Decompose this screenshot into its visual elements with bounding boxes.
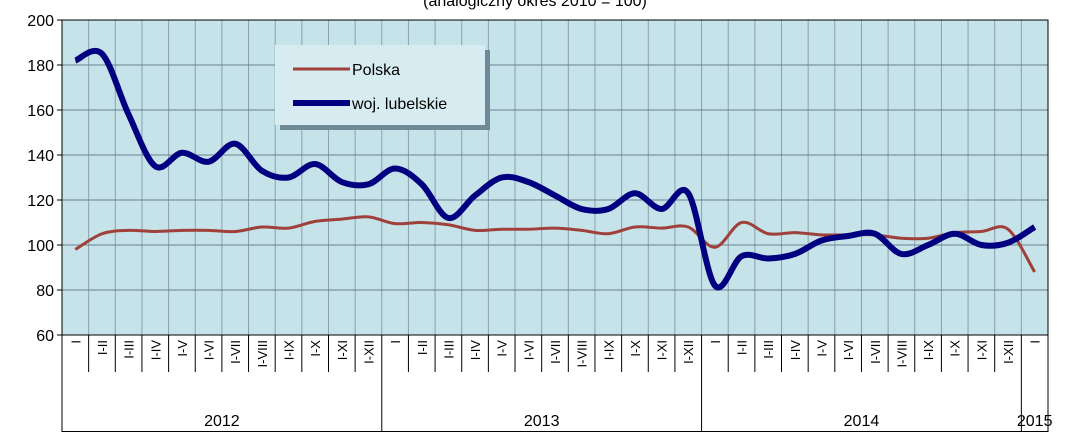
year-label: 2012 — [204, 413, 240, 430]
x-tick-label: I-IV — [788, 340, 803, 361]
x-tick-label: I-XI — [335, 340, 350, 360]
x-tick-label: I-V — [814, 340, 829, 357]
x-tick-label: I-IX — [921, 340, 936, 361]
year-label: 2013 — [524, 413, 560, 430]
x-tick-label: I — [388, 340, 403, 344]
x-tick-label: I-V — [495, 340, 510, 357]
x-tick-label: I-III — [761, 340, 776, 359]
x-tick-label: I-X — [308, 340, 323, 357]
x-tick-label: I-XI — [974, 340, 989, 360]
y-tick-label: 60 — [36, 328, 54, 345]
x-tick-label: I-VII — [868, 340, 883, 364]
x-tick-label: I-X — [948, 340, 963, 357]
x-tick-label: I-VIII — [255, 340, 270, 367]
x-tick-label: I-II — [415, 340, 430, 355]
x-tick-label: I-IX — [282, 340, 297, 361]
legend — [275, 45, 485, 125]
y-tick-label: 100 — [27, 238, 54, 255]
y-tick-label: 120 — [27, 193, 54, 210]
y-tick-label: 200 — [27, 13, 54, 30]
y-tick-label: 180 — [27, 58, 54, 75]
x-tick-label: I-V — [175, 340, 190, 357]
x-tick-label: I-III — [122, 340, 137, 359]
x-tick-label: I — [68, 340, 83, 344]
plot-area — [61, 19, 1049, 336]
x-tick-label: I-X — [628, 340, 643, 357]
x-tick-label: I-II — [95, 340, 110, 355]
x-tick-label: I-VI — [841, 340, 856, 360]
x-tick-label: I-XII — [681, 340, 696, 364]
x-tick-label: I-IV — [148, 340, 163, 361]
year-label: 2015 — [1017, 413, 1053, 430]
x-tick-label: I-XII — [361, 340, 376, 364]
legend-label: woj. lubelskie — [351, 96, 447, 113]
x-tick-label: I — [1028, 340, 1043, 344]
y-tick-label: 80 — [36, 283, 54, 300]
series-line — [74, 47, 1037, 291]
x-tick-label: I-IV — [468, 340, 483, 361]
x-tick-label: I-IX — [601, 340, 616, 361]
x-tick-label: I-VII — [548, 340, 563, 364]
x-tick-label: I-VI — [521, 340, 536, 360]
x-tick-label: I-VIII — [575, 340, 590, 367]
year-label: 2014 — [844, 413, 880, 430]
x-tick-label: I-III — [441, 340, 456, 359]
x-tick-label: I-VI — [202, 340, 217, 360]
x-tick-label: I-XII — [1001, 340, 1016, 364]
x-tick-label: I-II — [735, 340, 750, 355]
chart-subtitle: (analogiczny okres 2010 = 100) — [423, 0, 647, 10]
y-tick-label: 160 — [27, 103, 54, 120]
x-tick-label: I-VIII — [894, 340, 909, 367]
y-tick-label: 140 — [27, 148, 54, 165]
x-tick-label: I-VII — [228, 340, 243, 364]
x-tick-label: I — [708, 340, 723, 344]
x-tick-label: I-XI — [655, 340, 670, 360]
plot-border — [61, 19, 1049, 336]
legend-label: Polska — [352, 62, 400, 79]
